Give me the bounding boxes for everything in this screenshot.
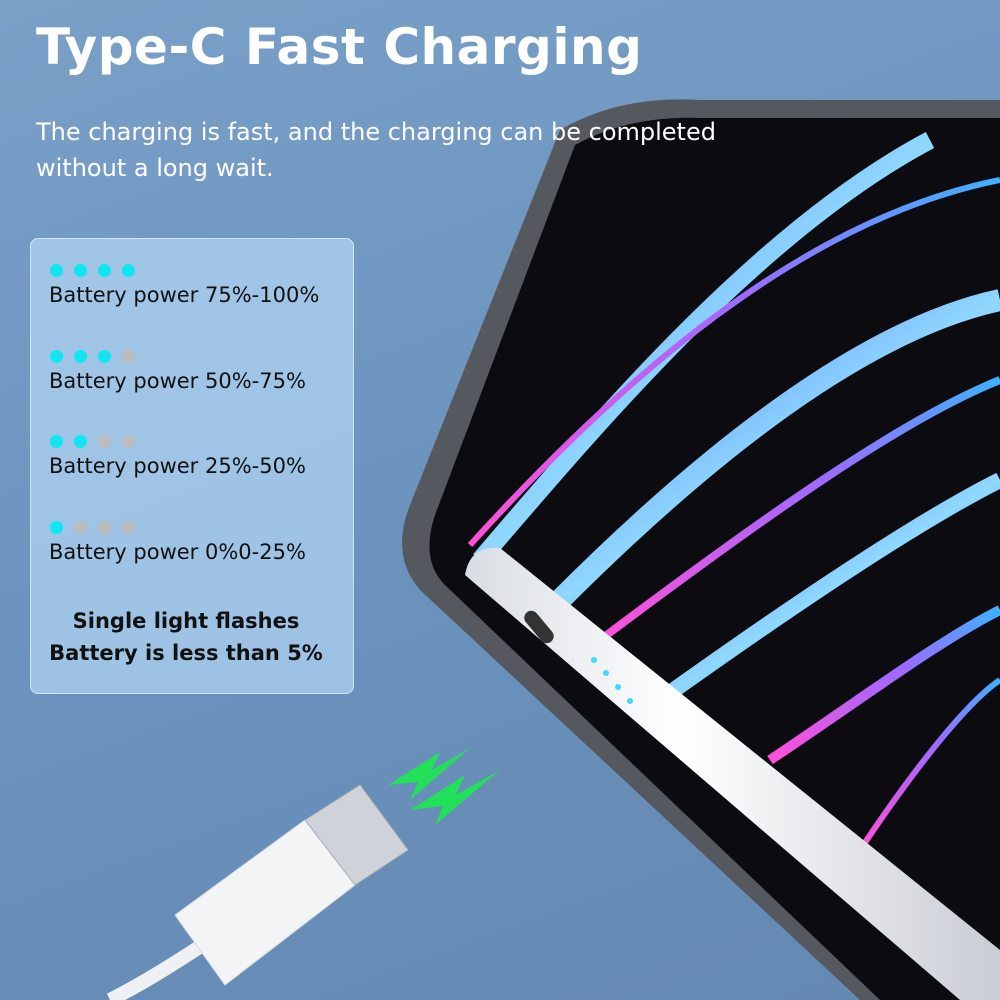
low-battery-note: Single light flashes Battery is less tha… [31,605,341,669]
note-line-2: Battery is less than 5% [49,641,323,665]
pen-led [615,684,621,690]
led-dot-off [122,434,135,448]
battery-dots [50,349,306,363]
battery-level-item: Battery power 75%-100% [49,263,319,307]
usb-c-cable [106,784,409,1000]
page-title: Type-C Fast Charging [36,18,643,76]
led-dot-on [98,263,111,277]
note-line-1: Single light flashes [72,609,300,633]
led-dot-off [74,520,87,534]
led-dot-on [50,263,63,277]
led-dot-on [50,434,63,448]
led-dot-on [50,520,63,534]
battery-dots [50,263,319,277]
tablet [402,99,1000,1000]
led-dot-on [74,434,87,448]
led-dot-on [74,263,87,277]
battery-dots [50,434,306,448]
battery-level-label: Battery power 25%-50% [49,454,306,478]
battery-level-item: Battery power 25%-50% [49,434,306,478]
battery-level-label: Battery power 75%-100% [49,283,320,307]
battery-level-label: Battery power 50%-75% [49,369,306,393]
subtitle: The charging is fast, and the charging c… [36,118,716,182]
led-dot-on [98,349,111,363]
pen-led [591,657,597,663]
battery-level-item: Battery power 0%0-25% [49,520,306,564]
led-dot-off [122,520,135,534]
battery-indicator-panel: Battery power 75%-100% Battery power 50%… [30,238,354,694]
stylus-pen [465,547,1000,1000]
led-dot-off [98,520,111,534]
tablet-screen-wallpaper [467,132,1000,852]
battery-dots [50,520,306,534]
pen-led [603,670,609,676]
led-dot-on [74,349,87,363]
led-dot-off [98,434,111,448]
pen-led [627,698,633,704]
led-dot-on [50,349,63,363]
lightning-bolt-icon [388,748,500,825]
led-dot-off [122,349,135,363]
battery-level-label: Battery power 0%0-25% [49,540,306,564]
battery-level-item: Battery power 50%-75% [49,349,306,393]
led-dot-on [122,263,135,277]
usb-c-port-icon [524,610,554,644]
